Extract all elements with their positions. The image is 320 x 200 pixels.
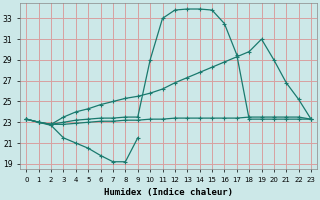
X-axis label: Humidex (Indice chaleur): Humidex (Indice chaleur): [104, 188, 233, 197]
